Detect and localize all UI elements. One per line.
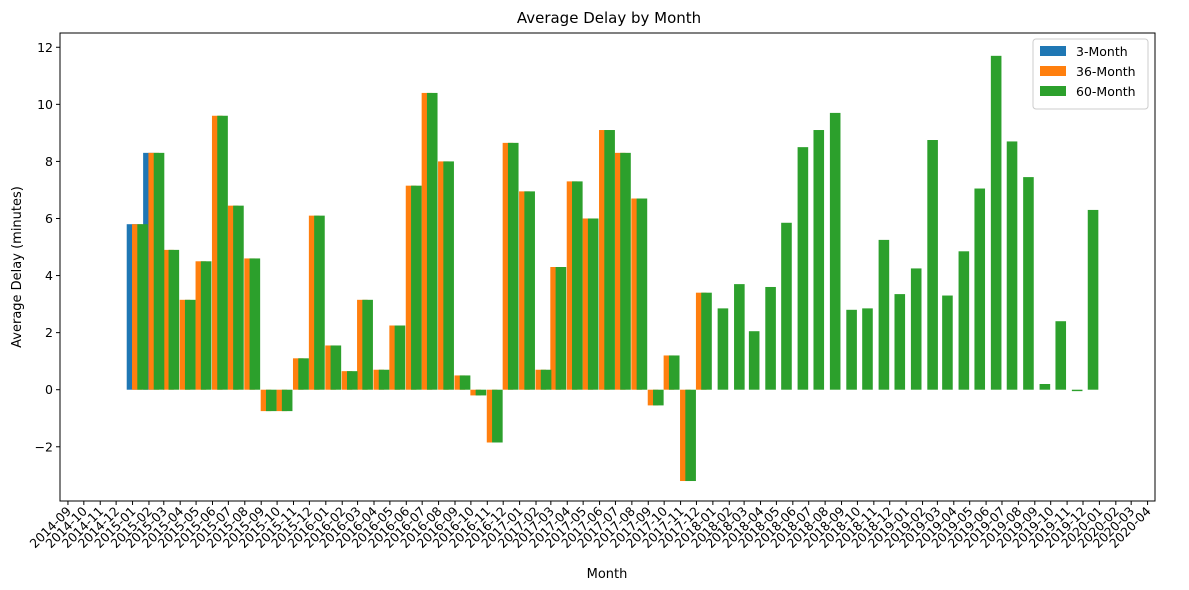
bar: [168, 249, 180, 390]
bar: [1006, 141, 1018, 390]
bar: [878, 239, 890, 390]
bar: [443, 161, 454, 390]
bar: [846, 309, 857, 390]
y-tick-label: 10: [37, 97, 53, 112]
bar: [507, 142, 519, 390]
bar: [974, 188, 986, 390]
bar: [894, 294, 906, 390]
bar: [426, 92, 438, 390]
bar: [862, 308, 873, 390]
bar: [1039, 384, 1051, 390]
bar: [958, 251, 970, 390]
bar: [475, 389, 487, 396]
bar: [555, 267, 567, 390]
y-tick-label: 0: [45, 382, 53, 397]
bar: [540, 369, 552, 390]
bar: [148, 152, 160, 390]
bar: [701, 292, 712, 390]
legend-label: 3-Month: [1076, 44, 1128, 59]
bars-layer: [126, 55, 1099, 482]
y-tick-label: −2: [35, 439, 53, 454]
bar: [411, 185, 422, 390]
chart-title: Average Delay by Month: [517, 9, 701, 27]
bar: [748, 331, 760, 390]
bar: [572, 181, 583, 390]
bar: [781, 222, 792, 390]
y-tick-label: 4: [45, 268, 53, 283]
legend-label: 36-Month: [1076, 64, 1136, 79]
bar: [200, 261, 212, 390]
bar: [233, 205, 244, 390]
legend-swatch: [1040, 86, 1066, 96]
bar: [524, 191, 535, 390]
bar: [298, 358, 309, 390]
bar: [394, 325, 406, 390]
bar: [459, 375, 471, 390]
bar: [620, 152, 631, 390]
bar: [249, 258, 261, 390]
bar: [314, 215, 325, 390]
bar: [1087, 209, 1099, 390]
y-tick-label: 6: [45, 211, 53, 226]
bar: [325, 345, 336, 390]
bar: [378, 369, 390, 390]
y-tick-label: 2: [45, 325, 53, 340]
y-tick-label: 8: [45, 154, 53, 169]
bar: [942, 295, 953, 390]
bar: [1071, 389, 1083, 392]
bar: [587, 218, 599, 390]
bar: [717, 308, 729, 390]
bar: [604, 130, 615, 390]
bar: [346, 371, 358, 390]
bar: [990, 55, 1002, 390]
legend-swatch: [1040, 66, 1066, 76]
bar: [685, 389, 696, 482]
bar: [636, 198, 648, 390]
y-axis: −2 0 2 4 6 8 10 12: [35, 40, 60, 454]
x-axis-label: Month: [587, 567, 628, 582]
legend-label: 60-Month: [1076, 84, 1136, 99]
bar: [1055, 321, 1067, 390]
series-60-month-bars: [137, 55, 1099, 482]
bar: [217, 115, 228, 390]
bar: [502, 142, 514, 390]
bar: [153, 152, 165, 390]
y-tick-label: 12: [37, 40, 53, 55]
bar: [734, 284, 745, 390]
y-axis-label: Average Delay (minutes): [10, 186, 25, 348]
bar: [330, 345, 342, 390]
bar: [668, 355, 680, 390]
bar: [281, 389, 293, 412]
bar: [184, 299, 196, 390]
bar: [1023, 177, 1034, 390]
bar: [765, 286, 776, 390]
plot-frame: [59, 32, 1156, 502]
bar: [276, 389, 288, 412]
bar: [653, 389, 664, 406]
x-axis: 2014-092014-102014-112014-122015-012015-…: [27, 501, 1154, 551]
bar: [927, 140, 938, 390]
bar: [829, 112, 841, 390]
bar: [492, 389, 503, 443]
bar: [797, 147, 809, 390]
bar: [244, 258, 255, 390]
bar: [910, 268, 922, 390]
bar: [265, 389, 277, 412]
bar: [362, 299, 373, 390]
legend: 3-Month 36-Month 60-Month: [1032, 38, 1149, 110]
legend-swatch: [1040, 46, 1066, 56]
bar: [421, 92, 433, 390]
bar: [813, 130, 825, 390]
bar: [137, 224, 148, 390]
bar: [389, 325, 400, 390]
